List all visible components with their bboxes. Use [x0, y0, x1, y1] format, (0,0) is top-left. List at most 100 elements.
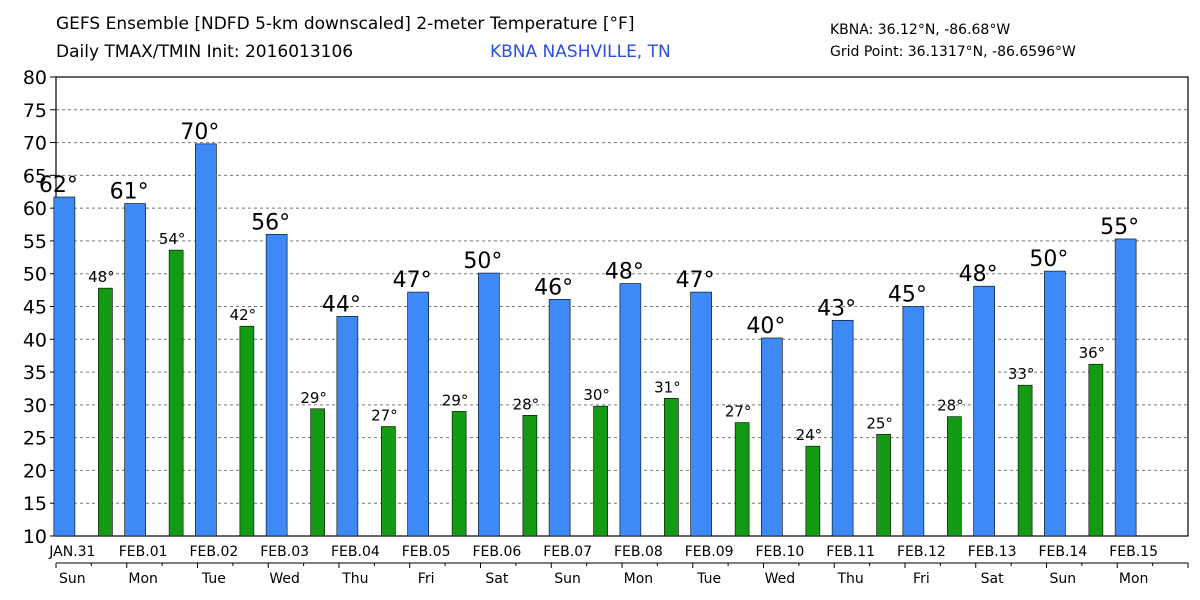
tmin-label: 25° [866, 414, 893, 432]
weekday-label: Fri [913, 571, 930, 587]
tmax-bar [53, 196, 76, 537]
tmax-label: 62° [39, 173, 78, 198]
y-tick-label: 55 [23, 231, 47, 253]
tmax-bar [478, 272, 500, 537]
weekday-label: Mon [128, 571, 158, 587]
y-tick-label: 20 [23, 460, 47, 482]
weekday-label: Wed [765, 571, 796, 587]
station-name: KBNA NASHVILLE, TN [490, 42, 671, 62]
y-tick-label: 75 [23, 100, 47, 122]
tmin-label: 24° [796, 426, 823, 444]
tmax-label: 70° [180, 120, 219, 145]
y-tick-label: 15 [23, 493, 47, 515]
tmin-bar [451, 411, 467, 537]
y-tick-label: 10 [23, 526, 47, 548]
tmax-bar [1114, 238, 1137, 537]
tmin-bar [664, 397, 679, 537]
weekday-label: Mon [624, 571, 654, 587]
tmin-bar [168, 249, 184, 537]
y-tick-label: 45 [23, 297, 47, 319]
tmax-label: 61° [110, 180, 149, 205]
tmin-label: 33° [1008, 365, 1035, 383]
tmax-label: 43° [817, 296, 856, 321]
tmin-bar [805, 445, 821, 537]
tmax-label: 47° [393, 268, 432, 293]
tmax-label: 48° [959, 262, 998, 287]
date-label: FEB.15 [1109, 544, 1158, 560]
date-label: FEB.09 [685, 544, 734, 560]
tmax-label: 50° [463, 249, 502, 274]
tmax-bar [831, 319, 854, 537]
date-label: FEB.01 [119, 544, 168, 560]
tmin-label: 48° [88, 268, 115, 286]
tmin-bar [522, 415, 538, 537]
tmax-bar [690, 291, 712, 537]
weekday-label: Sun [1050, 571, 1077, 587]
tmin-bar [239, 325, 255, 537]
y-tick-label: 30 [23, 395, 47, 417]
date-label: FEB.02 [189, 544, 238, 560]
tmin-bar [381, 426, 396, 537]
weekday-label: Sun [59, 571, 86, 587]
date-label: FEB.06 [472, 544, 521, 560]
weekday-label: Mon [1119, 571, 1149, 587]
tmin-label: 27° [725, 403, 752, 421]
weekday-label: Thu [836, 571, 863, 587]
date-label: FEB.03 [260, 544, 309, 560]
tmin-label: 27° [371, 406, 398, 424]
date-label: FEB.08 [614, 544, 663, 560]
weekday-label: Sun [554, 571, 581, 587]
date-label: FEB.11 [826, 544, 875, 560]
tmin-bar [310, 408, 325, 537]
y-tick-label: 60 [23, 198, 47, 220]
weekday-label: Tue [201, 571, 226, 587]
tmin-bar [947, 416, 962, 537]
tmax-label: 40° [746, 314, 785, 339]
chart-title: GEFS Ensemble [NDFD 5-km downscaled] 2-m… [56, 14, 635, 34]
tmax-label: 48° [605, 260, 644, 285]
grid-point-coordinates: Grid Point: 36.1317°N, -86.6596°W [830, 44, 1076, 60]
date-label: FEB.13 [968, 544, 1017, 560]
tmax-label: 46° [534, 275, 573, 300]
tmax-label: 50° [1029, 247, 1068, 272]
tmin-bar [734, 422, 750, 537]
chart-subtitle: Daily TMAX/TMIN Init: 2016013106 [56, 42, 354, 62]
date-label: FEB.10 [755, 544, 804, 560]
tmin-bar [1017, 384, 1033, 537]
weekday-label: Wed [269, 571, 300, 587]
tmin-label: 42° [230, 306, 257, 324]
tmin-label: 36° [1079, 344, 1106, 362]
date-label: JAN.31 [48, 544, 95, 560]
weekday-label: Sat [485, 571, 508, 587]
date-label: FEB.04 [331, 544, 380, 560]
tmax-bar [407, 291, 429, 537]
date-label: FEB.14 [1038, 544, 1087, 560]
y-tick-label: 25 [23, 428, 47, 450]
tmax-bar [902, 306, 925, 537]
y-tick-label: 70 [23, 133, 47, 155]
station-coordinates: KBNA: 36.12°N, -86.68°W [830, 22, 1011, 38]
date-label: FEB.07 [543, 544, 592, 560]
weekday-label: Fri [418, 571, 435, 587]
tmax-bar [548, 298, 571, 537]
y-tick-label: 50 [23, 264, 47, 286]
tmin-label: 29° [300, 389, 327, 407]
tmax-label: 44° [322, 292, 361, 317]
tmin-bar [876, 434, 891, 537]
tmax-bar [265, 234, 288, 537]
y-tick-label: 35 [23, 362, 47, 384]
tmin-label: 29° [442, 391, 469, 409]
y-tick-label: 80 [23, 67, 47, 89]
tmin-label: 31° [654, 378, 681, 396]
tmin-label: 30° [583, 386, 610, 404]
tmin-bar [593, 405, 608, 537]
date-label: FEB.12 [897, 544, 946, 560]
tmax-bar [1044, 270, 1066, 537]
tmax-bar [973, 285, 995, 537]
weekday-label: Thu [341, 571, 368, 587]
tmin-label: 28° [513, 395, 540, 413]
tmin-bar [1088, 363, 1104, 537]
tmax-label: 45° [888, 283, 927, 308]
tmin-label: 54° [159, 230, 186, 248]
